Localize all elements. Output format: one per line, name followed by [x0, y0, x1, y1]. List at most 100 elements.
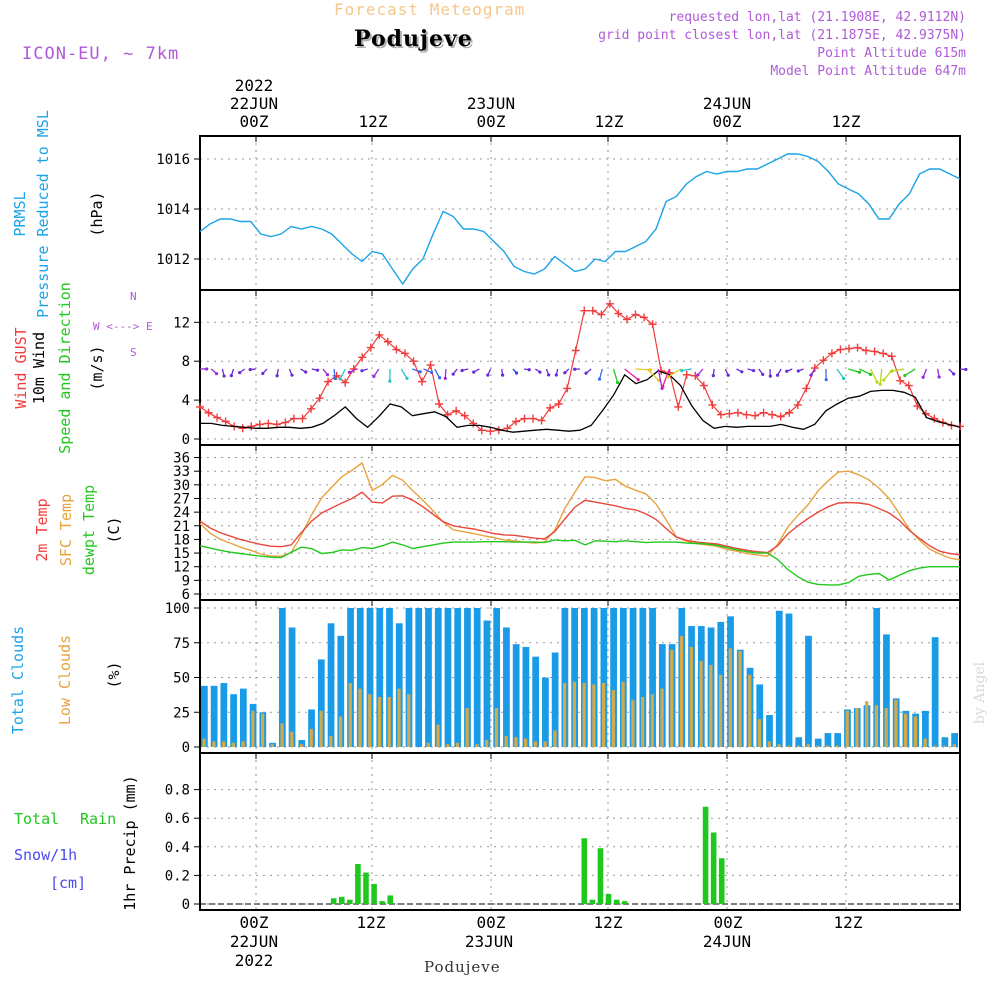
wind-arrow-head	[615, 380, 620, 385]
wind-arrow	[870, 368, 878, 383]
low-cloud-bar	[407, 694, 411, 747]
gust-marker	[674, 402, 683, 411]
low-cloud-bar	[592, 684, 596, 747]
wind-arrow	[848, 368, 860, 373]
gust-marker	[307, 404, 316, 413]
gust-marker	[733, 408, 742, 417]
wind-arrow-head	[785, 369, 789, 373]
low-cloud-bar	[865, 701, 869, 747]
total-cloud-bar	[473, 608, 481, 747]
gust-marker	[563, 384, 572, 393]
gust-marker	[324, 377, 333, 386]
y-tick-label: 0.2	[165, 868, 190, 884]
wind-arrow-head	[388, 379, 392, 383]
wind-arrow	[904, 368, 916, 377]
top-time-00z-1: 00Z	[239, 112, 269, 131]
gust-marker	[520, 414, 529, 423]
y-tick-label: 8	[182, 354, 190, 370]
gust-marker	[477, 426, 486, 435]
low-cloud-bar	[787, 745, 791, 747]
low-cloud-bar	[894, 699, 898, 747]
y-tick-label: 30	[173, 478, 190, 494]
gust-marker	[708, 400, 717, 409]
wind-arrow	[836, 368, 845, 379]
total-cloud-bar	[795, 737, 803, 747]
wind-arrow	[879, 368, 883, 385]
total-cloud-bar	[298, 740, 306, 747]
wind-arrow-head	[275, 374, 279, 378]
low-cloud-bar	[913, 716, 918, 747]
precip-bar	[597, 848, 604, 904]
gust-marker	[213, 413, 222, 422]
gust-marker	[887, 352, 896, 361]
low-cloud-bar	[329, 735, 333, 747]
total-cloud-bar	[386, 608, 393, 747]
t2m-line	[199, 491, 961, 556]
total-cloud-bar	[347, 608, 354, 747]
gust-marker	[221, 417, 230, 426]
y-tick-label: 1016	[156, 152, 190, 168]
wind-arrow-head	[460, 368, 464, 373]
total-cloud-bar	[883, 634, 890, 747]
wind-arrow-head	[809, 373, 813, 377]
wind10-line	[200, 370, 961, 433]
wind-arrow-head	[563, 371, 567, 375]
low-cloud-bar	[835, 745, 840, 747]
top-time-12z-2: 12Z	[594, 112, 624, 131]
low-cloud-bar	[514, 737, 518, 747]
wind-arrow	[646, 368, 660, 381]
total-cloud-bar	[483, 620, 491, 747]
wind-arrow-head	[761, 372, 765, 377]
wind-arrow	[891, 368, 905, 372]
total-cloud-bar	[834, 733, 842, 747]
top-date-23jun: 23JUN	[466, 94, 516, 113]
total-cloud-bar	[824, 733, 832, 747]
precip-bar	[702, 806, 709, 904]
precip-bar	[363, 872, 369, 904]
y-tick-label: 12	[173, 560, 190, 576]
total-cloud-bar	[366, 608, 374, 747]
low-cloud-bar	[816, 745, 820, 747]
rain-label-b: Rain	[80, 810, 117, 828]
rain-label-a: Total	[14, 810, 60, 828]
wind-arrow-head	[290, 373, 294, 377]
wind-arrow-head	[360, 369, 364, 373]
low-cloud-bar	[212, 741, 216, 747]
low-cloud-bar	[494, 708, 499, 747]
low-cloud-bar	[465, 708, 469, 747]
gust-marker	[281, 418, 290, 427]
bottom-time-12z-3: 12Z	[833, 913, 863, 932]
low-cloud-bar	[679, 635, 684, 747]
gust-marker	[716, 410, 725, 419]
low-cloud-bar	[767, 741, 771, 747]
total-cloud-bar	[230, 694, 237, 747]
y-tick-label: 50	[173, 671, 190, 687]
low-cloud-bar	[689, 646, 693, 747]
wind-arrow-head	[824, 378, 828, 382]
low-cloud-bar	[806, 744, 810, 747]
wind-arrow	[681, 368, 692, 372]
wind-arrow-head	[554, 373, 558, 377]
top-time-12z-1: 12Z	[358, 112, 388, 131]
wind-arrow-head	[768, 374, 772, 378]
total-cloud-bar	[532, 656, 540, 747]
precip-bar	[589, 899, 596, 904]
wind-arrow	[657, 368, 663, 389]
gust-marker	[870, 347, 879, 356]
y-tick-label: 0.8	[165, 783, 190, 799]
low-cloud-bar	[231, 742, 235, 747]
gust-marker	[614, 309, 623, 318]
precip-bar	[621, 901, 628, 904]
gust-marker	[588, 306, 597, 315]
model-label: ICON-EU, ~ 7km	[22, 44, 180, 64]
gust-marker	[844, 344, 853, 353]
wind-arrow-head	[372, 374, 376, 378]
total-cloud-bar	[220, 683, 228, 747]
compass-mid-label: W <---> E	[93, 320, 153, 333]
gust-marker	[930, 414, 939, 423]
wind-arrow-head	[636, 378, 640, 382]
wind-arrow-head	[921, 375, 925, 379]
forecast-title: Forecast Meteogram	[334, 0, 526, 19]
wind-arrow-head	[857, 370, 862, 374]
